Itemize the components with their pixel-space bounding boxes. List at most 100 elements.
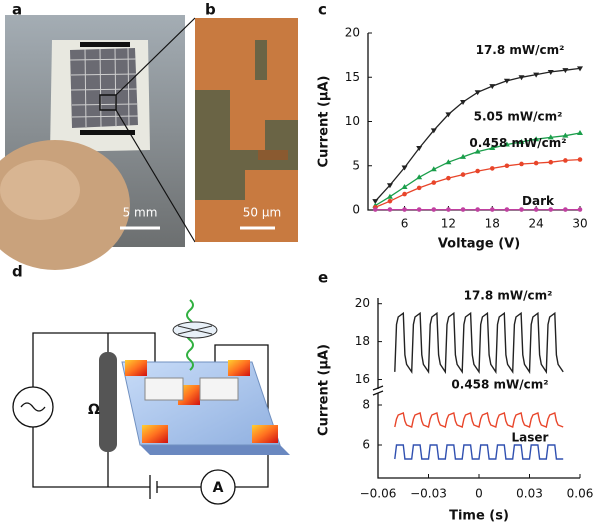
y-tick-label: 8 xyxy=(362,398,370,412)
series-label: 0.458 mW/cm² xyxy=(469,136,566,150)
marker xyxy=(548,159,554,165)
marker xyxy=(577,157,583,162)
line xyxy=(374,67,581,202)
lamp xyxy=(177,325,213,335)
marker xyxy=(445,159,452,165)
x-tick-label: 0 xyxy=(475,487,483,501)
marker xyxy=(416,185,422,191)
y-tick-label: 6 xyxy=(362,438,370,452)
x-tick-label: 18 xyxy=(485,217,500,231)
marker xyxy=(547,69,554,75)
marker xyxy=(402,191,407,197)
series-label: 0.458 mW/cm² xyxy=(451,378,548,392)
marker xyxy=(431,180,437,185)
marker xyxy=(489,166,495,171)
marker xyxy=(548,207,554,212)
marker xyxy=(416,146,423,152)
panel-label: a xyxy=(12,1,22,19)
resistor-label: Ω xyxy=(88,402,100,418)
marker xyxy=(475,168,480,174)
line xyxy=(394,311,564,375)
marker xyxy=(577,207,583,212)
line xyxy=(394,412,564,428)
marker xyxy=(445,112,452,118)
y-tick-label: 20 xyxy=(345,26,360,40)
marker xyxy=(446,207,451,212)
marker xyxy=(386,193,393,199)
panel-label: b xyxy=(205,1,216,19)
marker xyxy=(373,207,378,212)
marker xyxy=(430,166,437,172)
marker xyxy=(474,148,481,154)
marker xyxy=(503,78,510,84)
zoom-line xyxy=(115,109,196,243)
marker xyxy=(577,130,583,136)
marker xyxy=(401,165,408,171)
y-axis-label: Current (μA) xyxy=(317,76,332,168)
marker xyxy=(460,153,467,159)
y-tick-label: 20 xyxy=(355,296,370,310)
marker xyxy=(533,72,540,78)
panel-label: e xyxy=(318,269,328,287)
marker xyxy=(547,134,554,140)
x-tick-label: −0.06 xyxy=(360,487,397,501)
marker xyxy=(563,207,568,212)
photo-b: 50 μm xyxy=(195,18,298,242)
marker xyxy=(504,163,510,169)
marker xyxy=(416,207,422,212)
circuit xyxy=(12,332,269,505)
marker xyxy=(460,207,466,212)
marker xyxy=(518,138,525,144)
marker xyxy=(533,160,539,166)
ammeter-label: A xyxy=(213,480,224,496)
marker xyxy=(519,207,524,212)
marker xyxy=(518,75,525,81)
marker xyxy=(562,68,569,74)
panel-label: c xyxy=(318,1,327,19)
axis-break xyxy=(372,385,384,396)
marker xyxy=(387,207,393,212)
resistor xyxy=(99,352,117,452)
device xyxy=(121,360,290,455)
marker xyxy=(402,207,407,212)
marker xyxy=(533,136,540,142)
marker xyxy=(519,161,524,167)
marker xyxy=(562,132,569,138)
x-axis-label: Voltage (V) xyxy=(438,237,520,252)
scale-bar-label: 50 μm xyxy=(243,206,281,220)
marker xyxy=(503,141,510,147)
series-label: Dark xyxy=(522,194,555,208)
marker xyxy=(386,183,393,189)
y-tick-label: 10 xyxy=(345,114,360,128)
marker xyxy=(533,207,539,212)
x-tick-label: −0.03 xyxy=(410,487,447,501)
marker xyxy=(446,175,451,181)
x-axis-label: Time (s) xyxy=(449,509,509,524)
marker xyxy=(372,199,379,205)
marker xyxy=(401,183,408,189)
marker xyxy=(460,100,467,106)
zoom-line xyxy=(115,17,196,96)
series-label: 17.8 mW/cm² xyxy=(464,289,553,303)
x-tick-label: 0.06 xyxy=(567,487,594,501)
panel-label: d xyxy=(12,263,23,281)
x-tick-label: 6 xyxy=(401,217,409,231)
marker xyxy=(475,207,480,212)
series-label: 5.05 mW/cm² xyxy=(474,110,563,124)
series-label: Laser xyxy=(512,431,549,445)
marker xyxy=(504,207,510,212)
marker xyxy=(416,174,423,180)
marker xyxy=(563,158,568,163)
x-tick-label: 30 xyxy=(572,217,587,231)
marker xyxy=(489,145,496,151)
scale-bar-label: 5 mm xyxy=(123,206,158,220)
x-tick-label: 24 xyxy=(528,217,543,231)
y-tick-label: 16 xyxy=(355,372,370,386)
marker xyxy=(430,128,437,134)
marker xyxy=(431,207,437,212)
y-tick-label: 18 xyxy=(355,334,370,348)
marker xyxy=(489,207,495,212)
line xyxy=(394,444,564,460)
x-tick-label: 12 xyxy=(441,217,456,231)
